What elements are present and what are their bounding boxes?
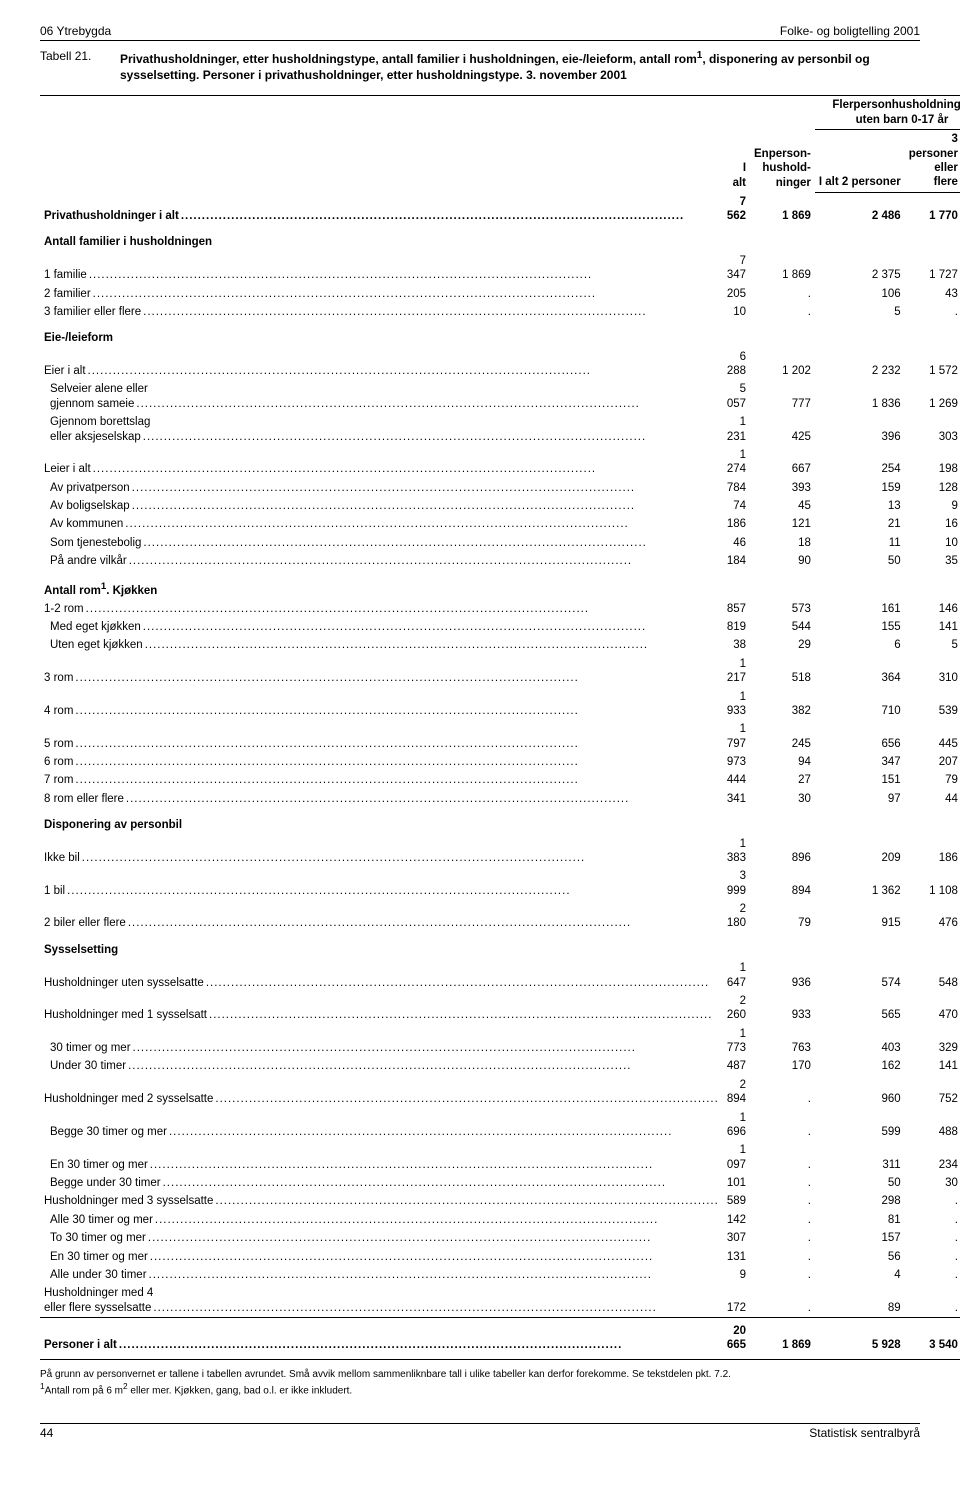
table-row: 1 familie...............................… [40,252,960,285]
table-row: Begge under 30 timer....................… [40,1174,960,1192]
table-caption: Tabell 21. Privathusholdninger, etter hu… [40,49,920,83]
table-row: 30 timer og mer.........................… [40,1025,960,1058]
table-row: En 30 timer og mer......................… [40,1248,960,1266]
table-title: Privathusholdninger, etter husholdningst… [120,49,920,83]
col-3p: 3 personer eller flere [905,130,960,193]
tabell-label: Tabell 21. [40,49,120,63]
col-enperson: Enperson-hushold-ninger [750,96,815,192]
table-row: Selveier alene ellergjennom sameie......… [40,380,960,413]
table-row: Husholdninger med 3 sysselsatte.........… [40,1192,960,1210]
table-row: 3 rom...................................… [40,655,960,688]
table-row: Ikke bil................................… [40,835,960,868]
page-header: 06 Ytrebygda Folke- og boligtelling 2001 [40,24,920,41]
table-row: 2 familier..............................… [40,285,960,303]
table-row: Av kommunen.............................… [40,515,960,533]
table-row: 6 rom...................................… [40,753,960,771]
table-row: Leier i alt.............................… [40,446,960,479]
data-table: I alt Enperson-hushold-ninger Flerperson… [40,95,960,1359]
table-row: Begge 30 timer og mer...................… [40,1109,960,1142]
table-row: 3 familier eller flere..................… [40,303,960,321]
table-row: Husholdninger med 4eller flere sysselsat… [40,1284,960,1317]
table-row: Uten eget kjøkken.......................… [40,636,960,654]
table-row: Med eget kjøkken........................… [40,618,960,636]
table-row: Av privatperson.........................… [40,479,960,497]
table-row: 4 rom...................................… [40,688,960,721]
page-footer: 44 Statistisk sentralbyrå [40,1423,920,1440]
table-row: 2 biler eller flere.....................… [40,900,960,933]
table-row: Husholdninger uten sysselsatte..........… [40,959,960,992]
table-row: 7 rom...................................… [40,771,960,789]
table-row: 1 bil...................................… [40,867,960,900]
table-row: 5 rom...................................… [40,720,960,753]
table-row: Eie-/leieform [40,321,960,347]
col-group-uten: Flerpersonhusholdninger uten barn 0-17 å… [815,96,960,130]
table-row: Alle under 30 timer.....................… [40,1266,960,1284]
table-row: Antall familier i husholdningen [40,225,960,251]
table-row: Husholdninger med 2 sysselsatte.........… [40,1076,960,1109]
table-row: Husholdninger med 1 sysselsatt..........… [40,992,960,1025]
table-row: På andre vilkår.........................… [40,552,960,570]
header-row-1: I alt Enperson-hushold-ninger Flerperson… [40,96,960,130]
publisher: Statistisk sentralbyrå [809,1426,920,1440]
table-row: 8 rom eller flere.......................… [40,790,960,808]
table-row: Under 30 timer..........................… [40,1057,960,1075]
footnote: På grunn av personvernet er tallene i ta… [40,1368,920,1397]
table-row: En 30 timer og mer......................… [40,1141,960,1174]
table-row: Eier i alt..............................… [40,348,960,381]
table-row: Privathusholdninger i alt...............… [40,192,960,225]
header-right: Folke- og boligtelling 2001 [780,24,920,38]
table-row: Antall rom1. Kjøkken [40,571,960,600]
table-row: Av boligselskap.........................… [40,497,960,515]
col-ialt: I alt [723,96,750,192]
table-row: Disponering av personbil [40,808,960,834]
table-row: Som tjenestebolig.......................… [40,534,960,552]
table-row: Personer i alt..........................… [40,1318,960,1360]
header-left: 06 Ytrebygda [40,24,111,38]
table-row: To 30 timer og mer......................… [40,1229,960,1247]
table-row: Alle 30 timer og mer....................… [40,1211,960,1229]
table-row: 1-2 rom.................................… [40,600,960,618]
table-row: Gjennom borettslageller aksjeselskap....… [40,413,960,446]
table-row: Sysselsetting [40,933,960,959]
col-ialt2p: I alt 2 personer [815,130,905,193]
page-number: 44 [40,1426,53,1440]
